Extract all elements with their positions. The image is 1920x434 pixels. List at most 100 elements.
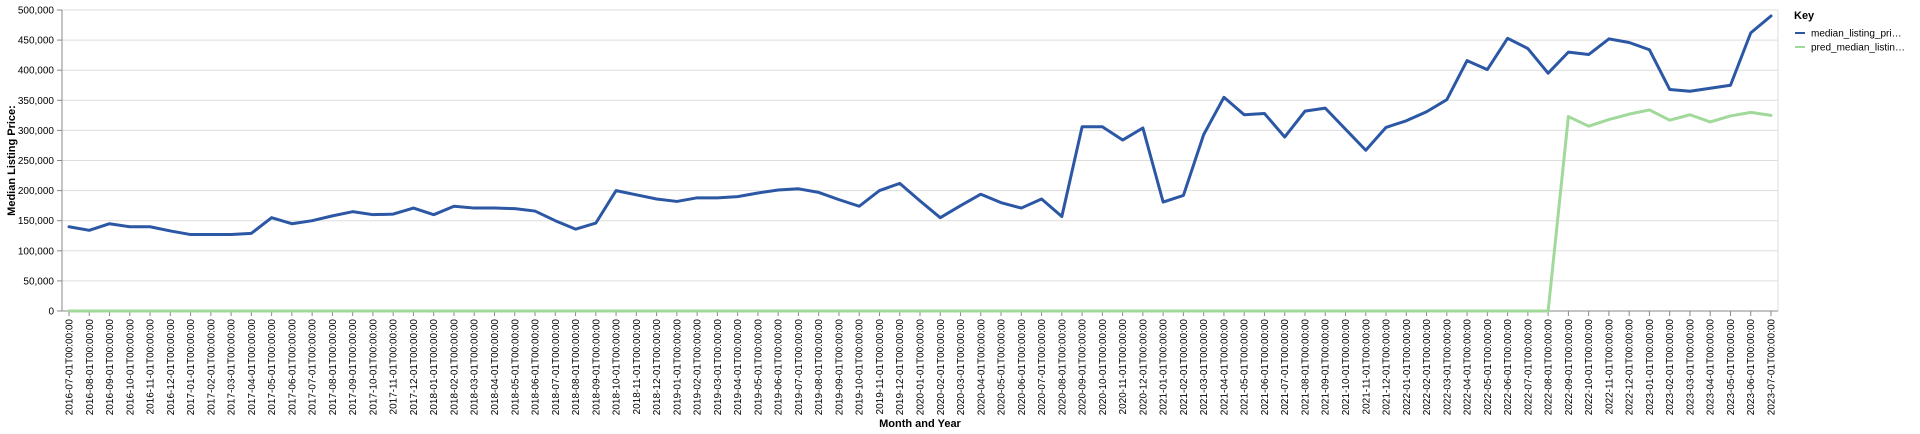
x-tick-label: 2022-02-01T00:00:00 — [1422, 319, 1433, 416]
x-tick-label: 2018-11-01T00:00:00 — [632, 319, 643, 415]
x-tick-label: 2020-03-01T00:00:00 — [956, 319, 967, 416]
x-tick-label: 2020-04-01T00:00:00 — [976, 319, 987, 416]
x-tick-label: 2019-11-01T00:00:00 — [875, 319, 886, 415]
x-tick-label: 2021-09-01T00:00:00 — [1321, 319, 1332, 416]
x-tick-label: 2020-08-01T00:00:00 — [1057, 319, 1068, 416]
y-tick-label: 0 — [48, 307, 54, 318]
legend-label: pred_median_listin… — [1811, 43, 1905, 54]
legend-title: Key — [1794, 10, 1815, 22]
x-tick-label: 2021-07-01T00:00:00 — [1280, 319, 1291, 416]
x-tick-label: 2018-03-01T00:00:00 — [470, 319, 481, 416]
x-tick-label: 2019-01-01T00:00:00 — [672, 319, 683, 416]
x-tick-label: 2016-08-01T00:00:00 — [85, 319, 96, 416]
x-tick-label: 2017-02-01T00:00:00 — [206, 319, 217, 416]
x-tick-label: 2019-07-01T00:00:00 — [794, 319, 805, 416]
x-tick-label: 2019-05-01T00:00:00 — [753, 319, 764, 416]
x-tick-label: 2019-12-01T00:00:00 — [895, 319, 906, 416]
x-tick-label: 2019-09-01T00:00:00 — [834, 319, 845, 416]
x-tick-label: 2018-08-01T00:00:00 — [571, 319, 582, 416]
series-line — [67, 14, 1773, 237]
x-tick-label: 2018-04-01T00:00:00 — [490, 319, 501, 416]
x-tick-label: 2022-12-01T00:00:00 — [1625, 319, 1636, 416]
x-tick-label: 2022-05-01T00:00:00 — [1483, 319, 1494, 416]
x-tick-label: 2017-10-01T00:00:00 — [368, 319, 379, 416]
x-tick-label: 2016-10-01T00:00:00 — [125, 319, 136, 416]
x-tick-label: 2020-09-01T00:00:00 — [1078, 319, 1089, 416]
x-tick-label: 2019-08-01T00:00:00 — [814, 319, 825, 416]
y-tick-label: 350,000 — [18, 96, 55, 107]
x-tick-label: 2017-06-01T00:00:00 — [287, 319, 298, 416]
x-tick-label: 2021-06-01T00:00:00 — [1260, 319, 1271, 416]
x-tick-label: 2020-05-01T00:00:00 — [997, 319, 1008, 416]
x-tick-label: 2019-10-01T00:00:00 — [855, 319, 866, 416]
x-tick-label: 2017-01-01T00:00:00 — [186, 319, 197, 416]
x-tick-label: 2020-12-01T00:00:00 — [1138, 319, 1149, 416]
x-tick-label: 2017-04-01T00:00:00 — [247, 319, 258, 416]
y-axis-title: Median Listing Price: — [6, 105, 18, 216]
x-tick-label: 2021-02-01T00:00:00 — [1179, 319, 1190, 416]
x-tick-label: 2021-01-01T00:00:00 — [1159, 319, 1170, 416]
x-tick-label: 2017-11-01T00:00:00 — [389, 319, 400, 415]
x-tick-label: 2019-02-01T00:00:00 — [693, 319, 704, 416]
x-tick-label: 2022-03-01T00:00:00 — [1442, 319, 1453, 416]
y-tick-label: 150,000 — [18, 216, 55, 227]
x-tick-label: 2022-06-01T00:00:00 — [1503, 319, 1514, 416]
x-tick-label: 2017-08-01T00:00:00 — [328, 319, 339, 416]
y-tick-label: 450,000 — [18, 36, 55, 47]
x-tick-label: 2021-08-01T00:00:00 — [1300, 319, 1311, 416]
y-tick-label: 300,000 — [18, 126, 55, 137]
x-tick-label: 2016-07-01T00:00:00 — [65, 319, 76, 416]
x-tick-label: 2017-07-01T00:00:00 — [308, 319, 319, 416]
series-line — [67, 108, 1773, 313]
x-tick-label: 2022-11-01T00:00:00 — [1604, 319, 1615, 415]
x-tick-label: 2018-02-01T00:00:00 — [449, 319, 460, 416]
x-tick-label: 2021-11-01T00:00:00 — [1361, 319, 1372, 415]
x-tick-label: 2023-05-01T00:00:00 — [1726, 319, 1737, 416]
x-tick-label: 2020-06-01T00:00:00 — [1017, 319, 1028, 416]
x-tick-label: 2023-02-01T00:00:00 — [1665, 319, 1676, 416]
x-tick-label: 2018-05-01T00:00:00 — [510, 319, 521, 416]
y-tick-label: 50,000 — [23, 276, 54, 287]
x-tick-label: 2023-03-01T00:00:00 — [1685, 319, 1696, 416]
x-tick-label: 2022-08-01T00:00:00 — [1544, 319, 1555, 416]
series-layer — [67, 14, 1773, 313]
x-axis-title: Month and Year — [879, 418, 961, 430]
x-tick-label: 2021-03-01T00:00:00 — [1199, 319, 1210, 416]
x-tick-label: 2021-04-01T00:00:00 — [1219, 319, 1230, 416]
x-tick-label: 2018-12-01T00:00:00 — [652, 319, 663, 416]
x-tick-label: 2016-09-01T00:00:00 — [105, 319, 116, 416]
x-tick-label: 2023-07-01T00:00:00 — [1767, 319, 1778, 416]
x-tick-label: 2019-03-01T00:00:00 — [713, 319, 724, 416]
x-tick-label: 2017-03-01T00:00:00 — [227, 319, 238, 416]
x-tick-label: 2022-07-01T00:00:00 — [1523, 319, 1534, 416]
x-axis: 2016-07-01T00:00:00 2016-08-01T00:00:00 20… — [62, 310, 1778, 416]
y-tick-label: 100,000 — [18, 246, 55, 257]
x-tick-label: 2020-01-01T00:00:00 — [916, 319, 927, 416]
x-tick-label: 2016-11-01T00:00:00 — [146, 319, 157, 415]
x-tick-label: 2021-12-01T00:00:00 — [1382, 319, 1393, 416]
x-tick-label: 2017-09-01T00:00:00 — [348, 319, 359, 416]
x-tick-label: 2018-01-01T00:00:00 — [429, 319, 440, 416]
x-tick-label: 2023-04-01T00:00:00 — [1706, 319, 1717, 416]
x-tick-label: 2021-10-01T00:00:00 — [1341, 319, 1352, 416]
x-tick-label: 2022-10-01T00:00:00 — [1584, 319, 1595, 416]
x-tick-label: 2023-01-01T00:00:00 — [1645, 319, 1656, 416]
x-tick-label: 2022-01-01T00:00:00 — [1402, 319, 1413, 416]
legend-label: median_listing_pri… — [1811, 29, 1902, 40]
y-tick-label: 200,000 — [18, 186, 55, 197]
x-tick-label: 2016-12-01T00:00:00 — [166, 319, 177, 416]
x-tick-label: 2022-04-01T00:00:00 — [1463, 319, 1474, 416]
x-tick-label: 2018-09-01T00:00:00 — [591, 319, 602, 416]
x-tick-label: 2020-11-01T00:00:00 — [1118, 319, 1129, 415]
x-tick-label: 2022-09-01T00:00:00 — [1564, 319, 1575, 416]
x-tick-label: 2019-06-01T00:00:00 — [774, 319, 785, 416]
x-tick-label: 2023-06-01T00:00:00 — [1746, 319, 1757, 416]
legend: Key median_listing_pri… pred_median_listi… — [1794, 10, 1905, 54]
y-tick-label: 400,000 — [18, 66, 55, 77]
x-tick-label: 2019-04-01T00:00:00 — [733, 319, 744, 416]
x-tick-label: 2018-10-01T00:00:00 — [612, 319, 623, 416]
x-tick-label: 2017-12-01T00:00:00 — [409, 319, 420, 416]
y-tick-label: 500,000 — [18, 6, 55, 17]
y-axis: 0 50,000 100,000 150,000 200,000 250,000 300,0… — [18, 6, 63, 318]
